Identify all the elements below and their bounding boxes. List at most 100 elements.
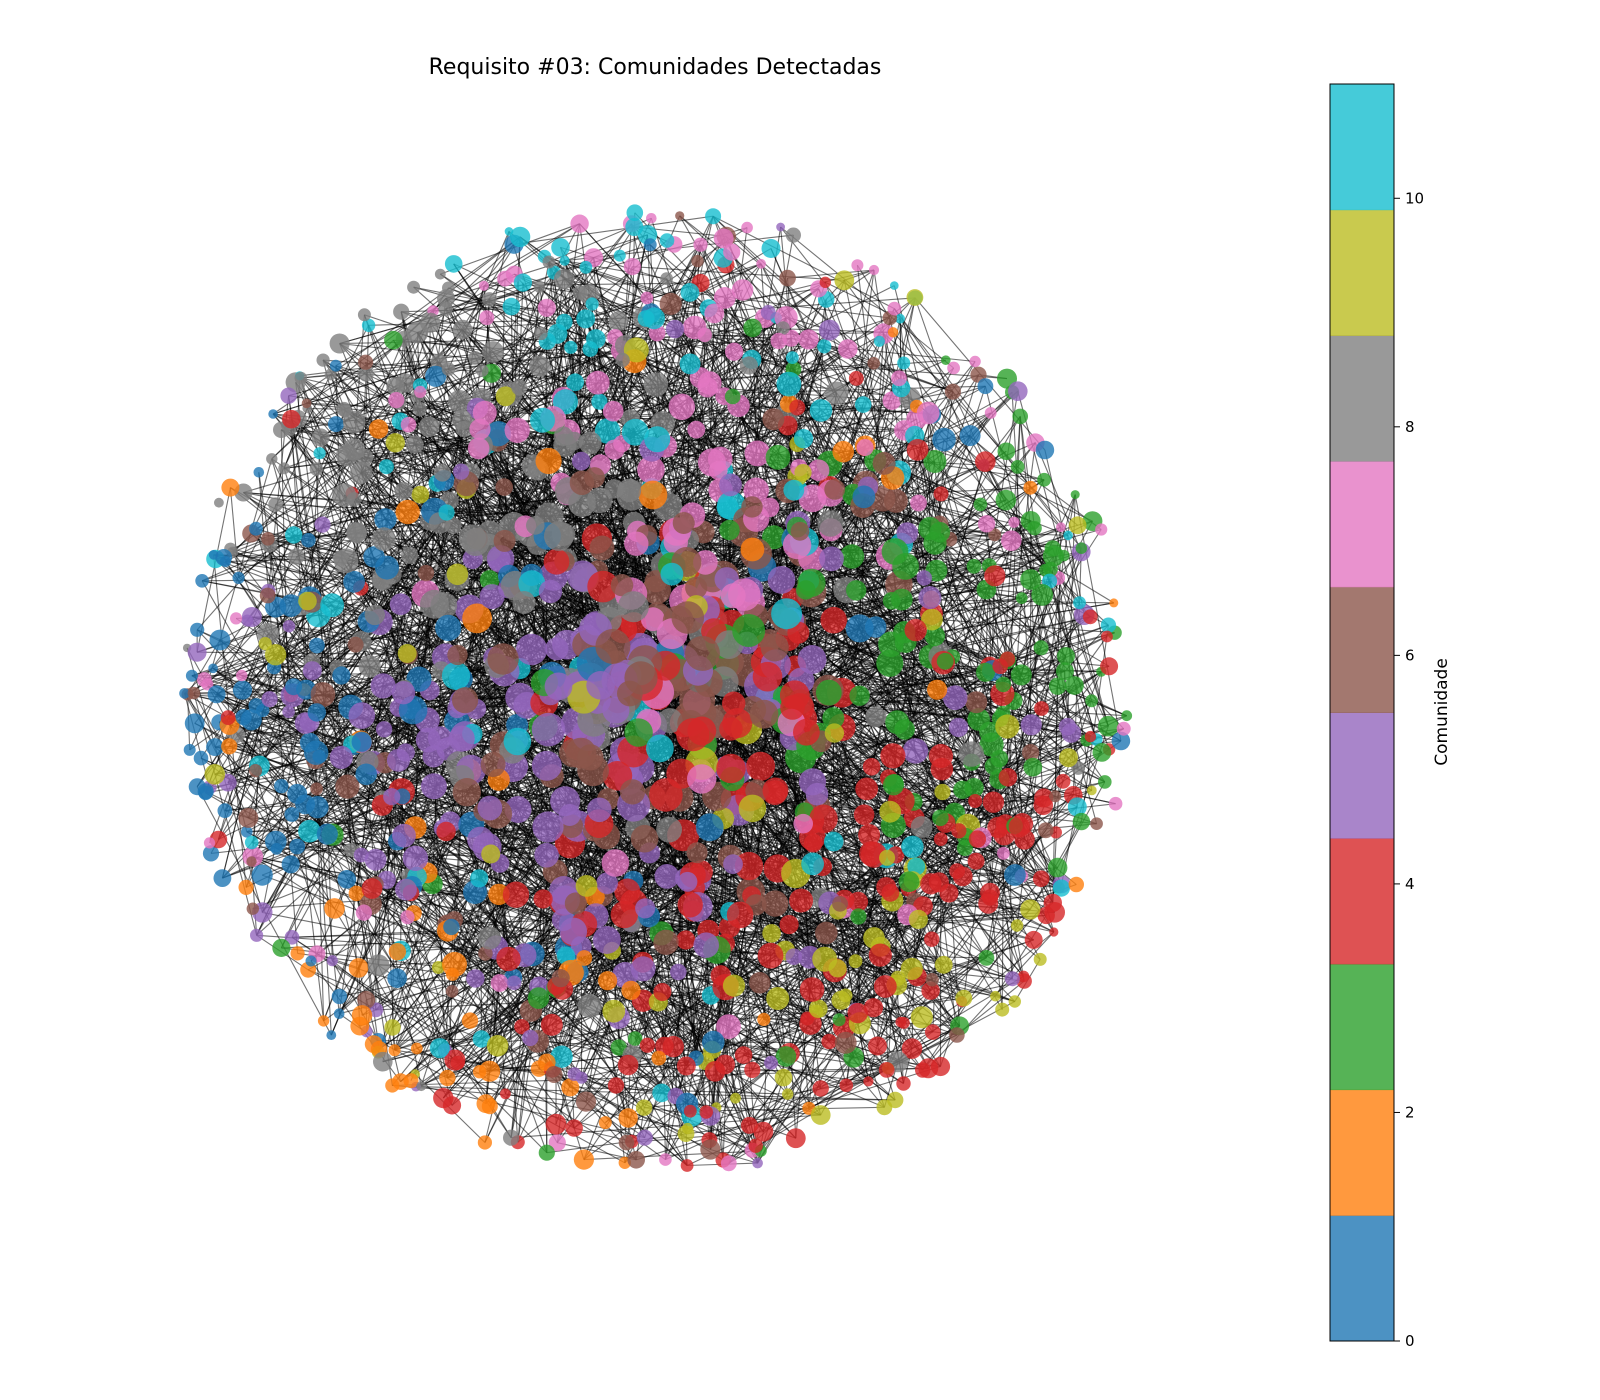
network-node-community-5: [575, 1091, 597, 1112]
network-node-community-7: [324, 368, 337, 381]
network-node-community-5: [1022, 744, 1040, 762]
network-edge: [331, 604, 420, 680]
network-node-community-1: [290, 946, 305, 961]
network-node-community-0: [184, 713, 205, 734]
network-node-community-4: [466, 969, 485, 988]
network-node-community-2: [1092, 743, 1112, 762]
network-node-community-2: [846, 580, 867, 601]
network-node-community-6: [868, 264, 880, 276]
network-edge: [396, 977, 448, 1079]
network-node-community-2: [384, 330, 403, 350]
network-node-community-7: [608, 311, 629, 331]
network-node-community-3: [514, 1018, 530, 1035]
network-node-community-3: [868, 1036, 887, 1056]
network-node-community-8: [682, 1122, 694, 1135]
network-node-community-6: [807, 459, 830, 482]
network-node-community-6: [984, 407, 997, 419]
network-edge: [238, 534, 295, 579]
network-node-community-0: [206, 738, 224, 756]
network-node-community-9: [1063, 530, 1073, 541]
network-node-community-2: [1020, 569, 1041, 590]
network-node-community-6: [388, 392, 405, 409]
network-node-community-6: [196, 672, 212, 687]
figure-title: Requisito #03: Comunidades Detectadas: [429, 55, 882, 80]
network-node-community-1: [221, 738, 238, 755]
network-node-community-4: [282, 705, 295, 719]
network-node-community-7: [336, 401, 352, 417]
network-node-community-7: [865, 706, 887, 728]
network-node-community-1: [395, 499, 420, 525]
network-nodes: [179, 204, 1133, 1172]
network-node-community-8: [766, 987, 790, 1010]
network-node-community-1: [439, 1069, 456, 1087]
network-edge: [267, 538, 290, 712]
network-node-community-1: [348, 958, 369, 978]
network-node-community-3: [881, 883, 900, 902]
network-node-community-3: [442, 1096, 462, 1115]
network-edge: [291, 930, 448, 938]
network-node-community-5: [675, 211, 685, 221]
network-edge: [903, 430, 1022, 676]
network-edge: [1013, 521, 1046, 571]
network-node-community-3: [967, 852, 985, 870]
network-node-community-9: [817, 339, 832, 354]
network-node-community-7: [657, 708, 683, 734]
network-edge: [574, 1073, 753, 1151]
network-node-community-3: [901, 1038, 923, 1059]
network-edge: [394, 919, 455, 1051]
network-node-community-4: [948, 717, 969, 738]
network-node-community-7: [643, 372, 668, 397]
network-node-community-3: [928, 743, 954, 769]
network-node-community-6: [756, 258, 766, 269]
network-node-community-6: [969, 355, 981, 368]
network-edge: [256, 849, 352, 936]
network-edge: [355, 391, 421, 894]
network-edge: [683, 522, 973, 763]
network-node-community-4: [545, 637, 569, 661]
network-node-community-1: [1023, 480, 1038, 495]
network-edge: [464, 292, 581, 701]
network-edge: [448, 287, 558, 335]
network-edge: [738, 405, 929, 414]
network-edge: [431, 883, 456, 1061]
network-node-community-3: [746, 751, 776, 781]
network-node-community-9: [613, 249, 626, 262]
network-node-community-2: [1055, 662, 1074, 681]
network-node-community-3: [924, 931, 940, 947]
network-node-community-4: [326, 955, 338, 967]
network-node-community-7: [309, 462, 323, 476]
network-node-community-0: [268, 409, 278, 419]
network-node-community-0: [327, 416, 344, 433]
network-node-community-4: [896, 522, 919, 544]
network-node-community-6: [693, 237, 708, 252]
network-node-community-7: [533, 281, 546, 293]
network-node-community-6: [1056, 522, 1066, 533]
network-node-community-8: [730, 1092, 741, 1104]
network-edge: [272, 361, 440, 415]
network-node-community-8: [385, 433, 405, 453]
network-node-community-1: [238, 879, 254, 896]
network-node-community-2: [964, 778, 984, 798]
network-node-community-0: [209, 629, 231, 651]
network-edge: [722, 1026, 730, 1161]
network-edge: [780, 226, 954, 369]
network-node-community-7: [395, 373, 415, 393]
network-node-community-3: [610, 900, 638, 929]
network-node-community-7: [412, 401, 427, 417]
network-edge: [361, 605, 445, 742]
network-node-community-4: [571, 451, 591, 471]
network-node-community-9: [705, 208, 722, 225]
network-edge: [513, 215, 714, 245]
network-graph: [179, 204, 1133, 1172]
network-node-community-9: [566, 373, 584, 392]
network-edge: [632, 266, 845, 281]
network-node-community-9: [591, 393, 608, 410]
network-node-community-3: [587, 570, 619, 603]
network-node-community-3: [1082, 609, 1098, 625]
network-node-community-6: [687, 420, 706, 439]
network-node-community-1: [348, 885, 365, 902]
network-node-community-0: [316, 823, 338, 845]
network-edge: [787, 269, 875, 279]
network-node-community-6: [731, 279, 754, 301]
network-node-community-2: [1070, 490, 1080, 500]
